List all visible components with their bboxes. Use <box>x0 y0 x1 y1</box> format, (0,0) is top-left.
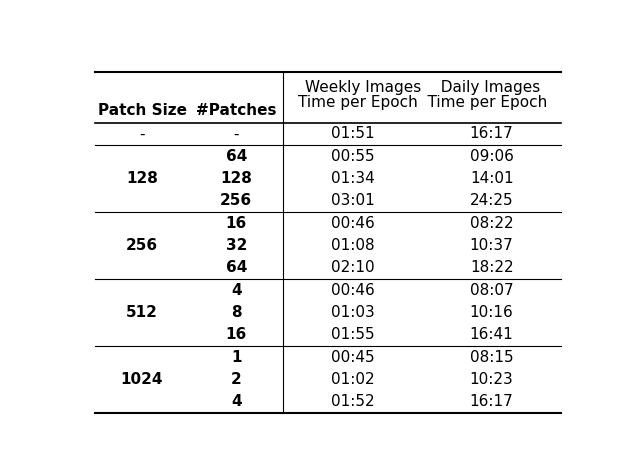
Text: Patch Size: Patch Size <box>97 104 186 118</box>
Text: 10:37: 10:37 <box>470 238 513 253</box>
Text: -: - <box>234 126 239 142</box>
Text: 00:55: 00:55 <box>331 149 374 164</box>
Text: 01:08: 01:08 <box>331 238 374 253</box>
Text: 03:01: 03:01 <box>331 193 374 209</box>
Text: 1024: 1024 <box>121 372 163 387</box>
Text: 01:03: 01:03 <box>331 305 374 320</box>
Text: 00:46: 00:46 <box>331 216 374 231</box>
Text: 10:23: 10:23 <box>470 372 513 387</box>
Text: 16:17: 16:17 <box>470 394 513 409</box>
Text: 02:10: 02:10 <box>331 260 374 276</box>
Text: 14:01: 14:01 <box>470 171 513 186</box>
Text: 128: 128 <box>126 171 158 186</box>
Text: 1: 1 <box>231 350 241 365</box>
Text: 00:45: 00:45 <box>331 350 374 365</box>
Text: 08:22: 08:22 <box>470 216 513 231</box>
Text: 08:15: 08:15 <box>470 350 513 365</box>
Text: 09:06: 09:06 <box>470 149 514 164</box>
Text: 01:34: 01:34 <box>331 171 374 186</box>
Text: 08:07: 08:07 <box>470 283 513 298</box>
Text: 256: 256 <box>220 193 252 209</box>
Text: 01:52: 01:52 <box>331 394 374 409</box>
Text: 16: 16 <box>226 327 247 342</box>
Text: 00:46: 00:46 <box>331 283 374 298</box>
Text: 64: 64 <box>225 260 247 276</box>
Text: -: - <box>140 126 145 142</box>
Text: Time per Epoch  Time per Epoch: Time per Epoch Time per Epoch <box>298 95 547 110</box>
Text: 10:16: 10:16 <box>470 305 513 320</box>
Text: 2: 2 <box>231 372 242 387</box>
Text: 01:55: 01:55 <box>331 327 374 342</box>
Text: 01:02: 01:02 <box>331 372 374 387</box>
Text: Weekly Images    Daily Images: Weekly Images Daily Images <box>305 80 540 95</box>
Text: 16:41: 16:41 <box>470 327 513 342</box>
Text: 4: 4 <box>231 283 241 298</box>
Text: 8: 8 <box>231 305 241 320</box>
Text: 18:22: 18:22 <box>470 260 513 276</box>
Text: 16:17: 16:17 <box>470 126 513 142</box>
Text: #Patches: #Patches <box>196 104 276 118</box>
Text: 4: 4 <box>231 394 241 409</box>
Text: 128: 128 <box>220 171 252 186</box>
Text: 512: 512 <box>126 305 158 320</box>
Text: 64: 64 <box>225 149 247 164</box>
Text: 16: 16 <box>226 216 247 231</box>
Text: 32: 32 <box>225 238 247 253</box>
Text: 256: 256 <box>126 238 158 253</box>
Text: 01:51: 01:51 <box>331 126 374 142</box>
Text: 24:25: 24:25 <box>470 193 513 209</box>
